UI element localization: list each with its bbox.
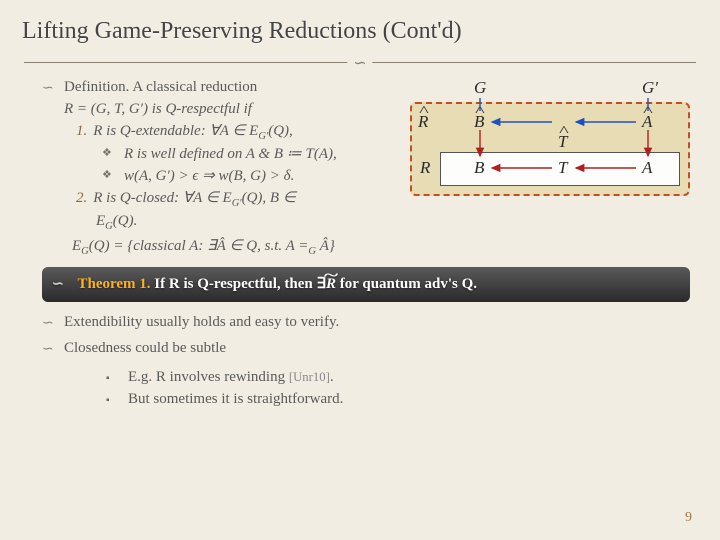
slide-title: Lifting Game-Preserving Reductions (Cont… [0, 0, 720, 53]
definition-lead: Definition. A classical reduction [64, 77, 257, 99]
remark-1: ∽ Extendibility usually holds and easy t… [42, 312, 690, 334]
def-item-2-line2: EG(Q). [42, 211, 690, 234]
theorem-body-b: for quantum adv's Q. [336, 276, 477, 292]
theorem-label: Theorem 1. [77, 276, 150, 292]
theorem-body-a: If R is Q-respectful, then ∃ [154, 276, 326, 292]
remark-2b: ▪ But sometimes it is straightforward. [42, 389, 690, 411]
title-rule: ∽ [24, 53, 696, 71]
remark-2: ∽ Closedness could be subtle [42, 338, 690, 360]
theorem-box: ∽ Theorem 1. If R is Q-respectful, then … [42, 267, 690, 302]
remark-2a: ▪ E.g. R involves rewinding [Unr10]. [42, 367, 690, 389]
diagram-arrows [410, 76, 690, 202]
reduction-diagram: G G′ R B T A R B T A [410, 76, 690, 202]
eg-definition: EG(Q) = {classical A: ∃Â ∈ Q, s.t. A =G … [42, 236, 690, 259]
page-number: 9 [685, 510, 692, 526]
